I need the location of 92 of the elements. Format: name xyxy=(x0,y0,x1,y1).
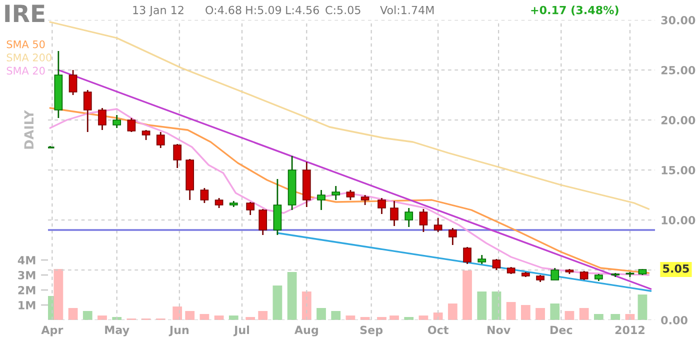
bar xyxy=(564,311,574,320)
bar xyxy=(610,314,620,320)
y-tick-label: 0.00 xyxy=(661,316,688,324)
candlestick xyxy=(156,131,165,149)
candlestick xyxy=(404,207,414,228)
bar xyxy=(68,308,78,320)
bar xyxy=(98,316,107,320)
y-tick-label: 25.00 xyxy=(661,66,696,74)
x-tick-label: 2012 xyxy=(615,326,644,334)
y-tick-label: 30.00 xyxy=(661,16,696,24)
bar xyxy=(54,269,64,320)
y-tick-label: 10.00 xyxy=(662,216,696,224)
y2-tick-label: 3M xyxy=(18,270,36,280)
bar xyxy=(418,316,428,320)
candlestick xyxy=(360,194,370,206)
bar xyxy=(82,311,92,320)
candlestick xyxy=(258,208,268,236)
text: 13 Jan 12 xyxy=(133,6,184,16)
bar xyxy=(433,312,443,320)
bar xyxy=(331,311,341,320)
text: Vol:1.74M xyxy=(380,6,434,14)
candlestick xyxy=(214,197,224,209)
candlestick xyxy=(200,187,209,204)
candlestick xyxy=(390,200,398,227)
candlestick xyxy=(127,117,136,133)
bar xyxy=(404,317,414,320)
bar xyxy=(287,272,297,320)
x-tick-label: Oct xyxy=(428,326,448,334)
candlestick xyxy=(448,227,457,246)
bar xyxy=(172,306,182,320)
x-tick-label: Apr xyxy=(41,326,64,336)
candlestick xyxy=(434,217,442,233)
bar xyxy=(477,292,487,320)
x-tick-label: Nov xyxy=(487,326,510,334)
candlestick xyxy=(173,143,182,169)
candlestick xyxy=(492,258,501,271)
text: L:4.56 xyxy=(286,6,319,14)
candlestick xyxy=(142,129,150,141)
bar xyxy=(272,286,282,320)
candlestick xyxy=(98,107,106,131)
candlestick xyxy=(346,189,355,201)
candlestick xyxy=(378,197,386,215)
bar xyxy=(346,316,356,320)
x-tick-label: Jun xyxy=(168,326,189,336)
bar xyxy=(390,316,399,320)
bar xyxy=(520,305,530,320)
bar xyxy=(258,311,268,320)
chart-title: IRE xyxy=(5,4,44,22)
x-tick-label: Jul xyxy=(233,326,249,336)
candlestick xyxy=(83,89,92,133)
text: H:5.09 xyxy=(246,6,282,14)
x-tick-label: May xyxy=(105,326,130,336)
bar xyxy=(246,317,256,320)
bar xyxy=(185,311,195,320)
text: 5.05 xyxy=(663,264,689,273)
y2-tick-label: 4M xyxy=(18,256,36,264)
text: SMA 50 xyxy=(6,40,45,48)
text: C:5.05 xyxy=(326,6,360,14)
bar xyxy=(360,317,370,320)
text: +0.17 (3.48%) xyxy=(531,6,618,16)
text: O:4.68 xyxy=(206,6,242,14)
y-tick-label: 20.00 xyxy=(661,116,696,124)
y-tick-label: 15.00 xyxy=(662,166,696,174)
text: SMA 20 xyxy=(6,66,45,75)
x-tick-label: Aug xyxy=(294,326,318,336)
candlestick xyxy=(246,201,255,216)
bar xyxy=(594,314,604,320)
candlestick xyxy=(550,267,560,281)
bar xyxy=(316,308,326,320)
bar xyxy=(200,314,210,320)
candlestick xyxy=(332,185,340,201)
candlestick xyxy=(463,246,472,265)
bar xyxy=(550,304,560,320)
bar xyxy=(579,308,589,320)
candlestick xyxy=(317,189,326,211)
bar xyxy=(448,304,458,320)
y2-tick-label: 2M xyxy=(18,286,36,294)
bar xyxy=(228,316,238,320)
x-tick-label: Dec xyxy=(550,326,572,334)
y2-tick-label: 1M xyxy=(18,301,36,310)
bar xyxy=(506,302,516,320)
text: DAILY xyxy=(24,110,34,149)
bar xyxy=(377,317,386,320)
candlestick xyxy=(68,69,78,96)
bar xyxy=(536,308,545,320)
bar xyxy=(302,292,312,320)
candlestick xyxy=(112,114,122,129)
x-tick-label: Sep xyxy=(360,326,383,336)
candlestick xyxy=(419,208,428,233)
bar xyxy=(462,270,472,320)
bar xyxy=(638,294,648,320)
text: SMA 200 xyxy=(6,54,52,62)
